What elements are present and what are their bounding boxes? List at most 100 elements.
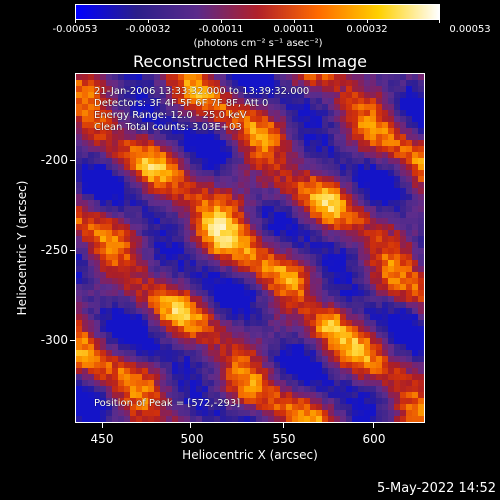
- image-pixel: [322, 416, 328, 422]
- image-pixel: [268, 416, 274, 422]
- image-pixel: [418, 116, 424, 122]
- image-pixel: [232, 338, 238, 344]
- image-pixel: [118, 170, 124, 176]
- x-axis-tick-label: 600: [362, 432, 386, 446]
- x-axis-title: Heliocentric X (arcsec): [182, 448, 318, 462]
- image-pixel: [148, 110, 154, 116]
- image-pixel: [310, 110, 316, 116]
- image-pixel: [250, 266, 256, 272]
- image-pixel: [100, 104, 106, 110]
- image-pixel: [358, 164, 364, 170]
- image-pixel: [250, 278, 256, 284]
- image-pixel: [136, 164, 142, 170]
- image-pixel: [88, 86, 94, 92]
- image-pixel: [124, 170, 130, 176]
- image-pixel: [268, 170, 274, 176]
- image-pixel: [208, 314, 214, 320]
- image-pixel: [316, 224, 322, 230]
- image-pixel: [244, 98, 250, 104]
- image-pixel: [364, 110, 370, 116]
- image-pixel: [274, 104, 280, 110]
- image-pixel: [154, 176, 160, 182]
- image-pixel: [250, 272, 256, 278]
- image-pixel: [208, 104, 214, 110]
- image-pixel: [346, 392, 352, 398]
- image-pixel: [280, 320, 286, 326]
- image-pixel: [166, 230, 172, 236]
- image-pixel: [334, 122, 340, 128]
- image-pixel: [226, 188, 232, 194]
- image-pixel: [82, 404, 88, 410]
- image-pixel: [76, 110, 82, 116]
- image-pixel: [118, 200, 124, 206]
- image-pixel: [184, 296, 190, 302]
- image-pixel: [316, 230, 322, 236]
- image-pixel: [142, 296, 148, 302]
- image-pixel: [82, 236, 88, 242]
- image-pixel: [100, 362, 106, 368]
- image-pixel: [82, 314, 88, 320]
- image-pixel: [352, 374, 358, 380]
- image-pixel: [262, 104, 268, 110]
- colorbar-tick: [439, 19, 440, 23]
- image-pixel: [130, 74, 136, 80]
- image-pixel: [184, 356, 190, 362]
- image-pixel: [280, 194, 286, 200]
- image-pixel: [274, 266, 280, 272]
- image-pixel: [196, 272, 202, 278]
- image-pixel: [304, 206, 310, 212]
- image-pixel: [106, 122, 112, 128]
- image-pixel: [352, 332, 358, 338]
- image-pixel: [274, 416, 280, 422]
- image-pixel: [352, 176, 358, 182]
- image-pixel: [376, 386, 382, 392]
- image-pixel: [220, 176, 226, 182]
- image-pixel: [340, 110, 346, 116]
- image-pixel: [346, 146, 352, 152]
- image-pixel: [364, 356, 370, 362]
- image-pixel: [250, 200, 256, 206]
- image-pixel: [82, 248, 88, 254]
- image-pixel: [82, 188, 88, 194]
- image-pixel: [208, 386, 214, 392]
- image-pixel: [406, 122, 412, 128]
- image-pixel: [268, 332, 274, 338]
- image-pixel: [304, 200, 310, 206]
- image-pixel: [340, 332, 346, 338]
- image-pixel: [388, 284, 394, 290]
- image-pixel: [250, 296, 256, 302]
- image-pixel: [148, 338, 154, 344]
- image-pixel: [334, 104, 340, 110]
- image-pixel: [190, 326, 196, 332]
- image-pixel: [118, 332, 124, 338]
- image-pixel: [376, 404, 382, 410]
- image-pixel: [292, 296, 298, 302]
- image-pixel: [328, 308, 334, 314]
- image-pixel: [310, 344, 316, 350]
- image-pixel: [256, 314, 262, 320]
- image-pixel: [190, 392, 196, 398]
- image-pixel: [220, 386, 226, 392]
- image-pixel: [232, 158, 238, 164]
- image-pixel: [196, 242, 202, 248]
- image-pixel: [202, 272, 208, 278]
- image-pixel: [418, 212, 424, 218]
- image-pixel: [184, 314, 190, 320]
- image-pixel: [88, 92, 94, 98]
- image-pixel: [376, 242, 382, 248]
- image-pixel: [154, 326, 160, 332]
- image-pixel: [304, 410, 310, 416]
- image-pixel: [142, 374, 148, 380]
- image-pixel: [370, 110, 376, 116]
- image-pixel: [82, 356, 88, 362]
- image-pixel: [280, 350, 286, 356]
- image-pixel: [328, 86, 334, 92]
- image-pixel: [232, 122, 238, 128]
- image-pixel: [112, 326, 118, 332]
- image-pixel: [88, 374, 94, 380]
- image-pixel: [286, 140, 292, 146]
- image-pixel: [154, 338, 160, 344]
- image-pixel: [406, 140, 412, 146]
- image-pixel: [394, 386, 400, 392]
- image-pixel: [142, 134, 148, 140]
